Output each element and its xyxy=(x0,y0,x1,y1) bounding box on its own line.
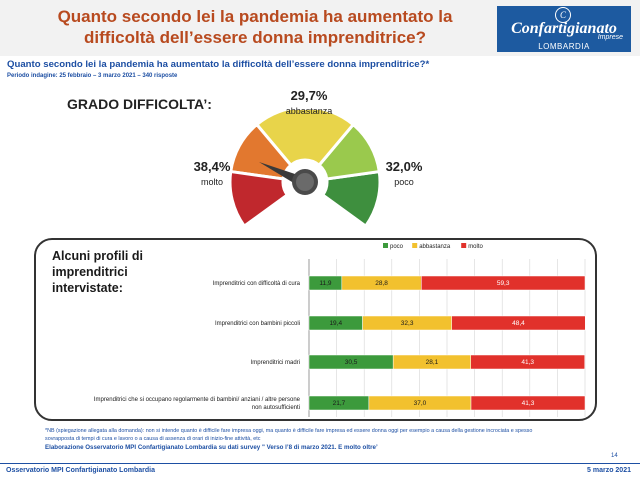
gauge-molto-label: molto xyxy=(200,177,223,187)
bar-molto xyxy=(470,354,585,370)
legend-label-abbastanza: abbastanza xyxy=(419,244,451,250)
category-label: Imprenditrici madri xyxy=(251,360,300,366)
survey-question: Quanto secondo lei la pandemia ha aument… xyxy=(7,59,430,70)
bar-molto xyxy=(470,395,586,411)
page-title: Quanto secondo lei la pandemia ha aument… xyxy=(57,7,453,47)
data-label-abbastanza: 32,3 xyxy=(401,320,414,327)
data-label-poco: 11,9 xyxy=(319,280,332,287)
data-label-molto: 41,3 xyxy=(521,359,534,366)
data-label-abbastanza: 28,1 xyxy=(426,359,439,366)
legend-label-molto: molto xyxy=(468,244,483,250)
data-label-molto: 48,4 xyxy=(512,320,525,327)
bar-molto xyxy=(421,275,586,291)
data-label-molto: 59,3 xyxy=(497,280,510,287)
legend-swatch-abbastanza xyxy=(412,243,418,248)
logo-sub: Imprese xyxy=(597,34,623,41)
category-label: Imprenditrici che si occupano regolarmen… xyxy=(94,397,301,403)
legend-swatch-molto xyxy=(461,243,467,248)
data-label-poco: 19,4 xyxy=(329,320,342,327)
panel-title: Alcuni profili di imprenditrici intervis… xyxy=(52,249,143,295)
survey-period: Periodo indagine: 25 febbraio – 3 marzo … xyxy=(7,73,178,79)
source-note: Elaborazione Osservatorio MPI Confartigi… xyxy=(45,444,378,451)
confartigianato-logo: C Confartigianato Imprese LOMBARDIA xyxy=(497,6,631,52)
category-label: non autosufficienti xyxy=(252,405,300,411)
gauge-hub-inner xyxy=(296,173,314,191)
gauge-abbastanza-label: abbastanza xyxy=(285,106,333,116)
legend-label-poco: poco xyxy=(390,244,404,250)
footnote-line-1: *NB (spiegazione allegata alla domanda):… xyxy=(45,428,533,434)
data-label-poco: 21,7 xyxy=(333,400,346,407)
footnote-line-2: sovrapposta di tempi di cura e lavoro o … xyxy=(45,436,261,442)
footer-left: Osservatorio MPI Confartigianato Lombard… xyxy=(6,467,155,474)
legend-swatch-poco xyxy=(383,243,388,248)
data-label-molto: 41,3 xyxy=(522,400,535,407)
gauge-molto-value: 38,4% xyxy=(193,159,231,174)
logo-name: Confartigianato xyxy=(511,20,617,37)
footer-date: 5 marzo 2021 xyxy=(587,467,631,474)
page-number: 14 xyxy=(611,453,618,459)
gauge-sector-red xyxy=(228,169,290,229)
category-label: Imprenditrici con difficoltà di cura xyxy=(213,281,301,287)
footer-divider xyxy=(0,463,640,464)
gauge-abbastanza-value: 29,7% xyxy=(290,88,328,103)
gauge-poco-value: 32,0% xyxy=(385,159,423,174)
logo-mark-icon: C xyxy=(555,7,571,23)
header-band: Quanto secondo lei la pandemia ha aument… xyxy=(0,0,640,56)
bar-molto xyxy=(451,315,586,331)
data-label-poco: 30,5 xyxy=(345,359,358,366)
logo-region: LOMBARDIA xyxy=(538,42,590,51)
gauge-poco-label: poco xyxy=(394,177,414,187)
data-label-abbastanza: 28,8 xyxy=(375,280,388,287)
data-label-abbastanza: 37,0 xyxy=(414,400,427,407)
gauge-title: GRADO DIFFICOLTA’: xyxy=(67,96,212,112)
difficulty-gauge xyxy=(228,110,382,229)
category-label: Imprenditrici con bambini piccoli xyxy=(215,321,300,327)
